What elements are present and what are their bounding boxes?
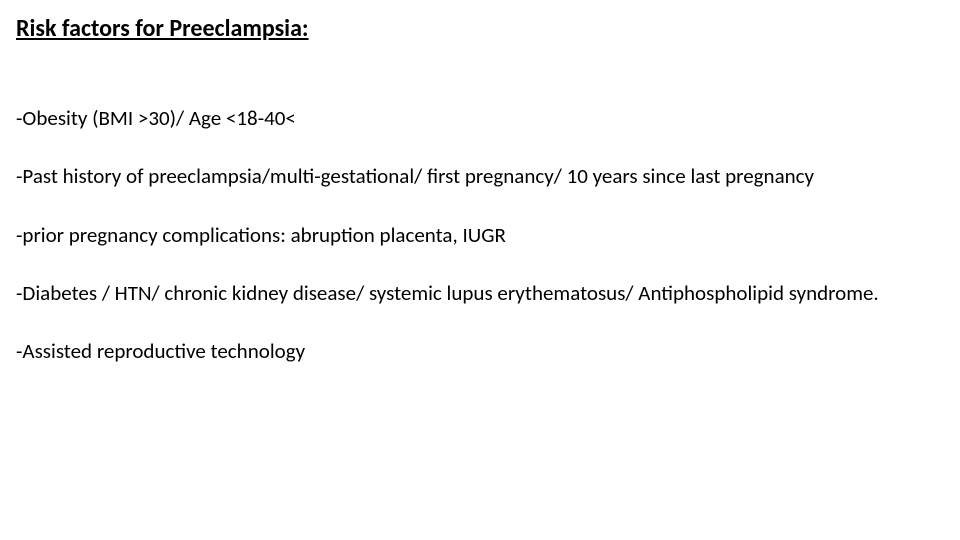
risk-factor-line: -Obesity (BMI >30)/ Age <18-40< — [16, 105, 944, 131]
slide: Risk factors for Preeclampsia: -Obesity … — [0, 0, 960, 540]
risk-factor-line: -Past history of preeclampsia/multi-gest… — [16, 163, 944, 189]
risk-factor-line: -prior pregnancy complications: abruptio… — [16, 222, 944, 248]
risk-factor-line: -Assisted reproductive technology — [16, 338, 944, 364]
slide-title: Risk factors for Preeclampsia: — [16, 14, 944, 43]
risk-factor-line: -Diabetes / HTN/ chronic kidney disease/… — [16, 280, 944, 306]
